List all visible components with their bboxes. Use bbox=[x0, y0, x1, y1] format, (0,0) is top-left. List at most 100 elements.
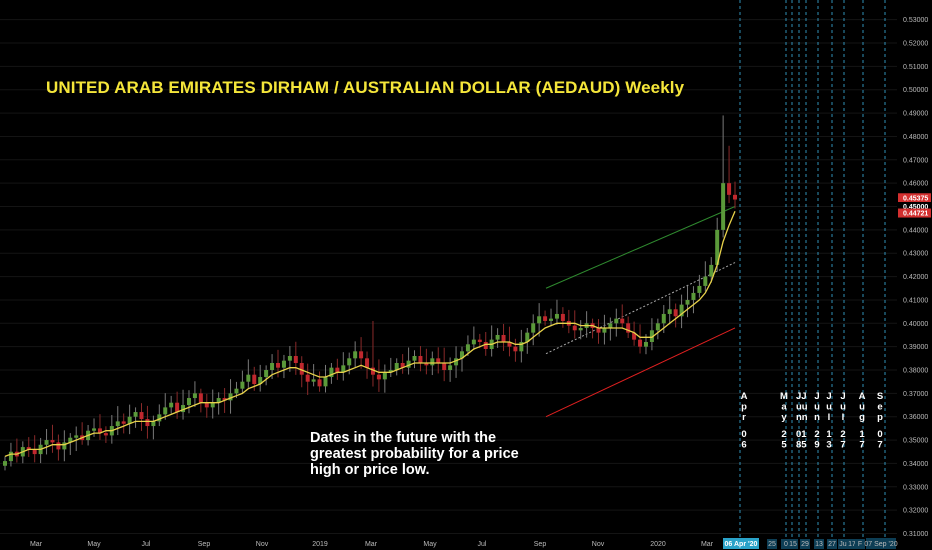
candle-down bbox=[560, 313, 565, 321]
candle-up bbox=[531, 323, 536, 333]
x-tick-label: Mar bbox=[30, 541, 43, 548]
future-date-month-char: e bbox=[877, 402, 882, 413]
candle-down bbox=[335, 367, 340, 373]
y-tick-label: 0.48000 bbox=[903, 134, 928, 141]
y-tick-label: 0.49000 bbox=[903, 111, 928, 118]
x-tick-label: Mar bbox=[365, 541, 378, 548]
price-badge bbox=[898, 193, 931, 203]
future-date-day-char: 2 bbox=[840, 429, 845, 440]
y-tick-label: 0.41000 bbox=[903, 297, 928, 304]
x-tick-label: Sep bbox=[534, 541, 547, 548]
future-date-day-char: 7 bbox=[840, 440, 845, 451]
future-axis-badge bbox=[838, 539, 848, 549]
y-tick-label: 0.36000 bbox=[903, 414, 928, 421]
candle-down bbox=[626, 323, 631, 333]
future-date-day-char: 7 bbox=[859, 440, 864, 451]
future-axis-label: 13 bbox=[815, 541, 823, 548]
future-date-day-char: 2 bbox=[814, 429, 819, 440]
future-date-month-char: nn bbox=[796, 412, 808, 423]
candle-down bbox=[317, 379, 322, 387]
candle-up bbox=[258, 377, 263, 385]
date-badge-label: 06 Apr '20 bbox=[725, 541, 758, 548]
lower-channel-line bbox=[545, 327, 736, 418]
future-date-day-char: 7 bbox=[877, 440, 882, 451]
candle-down bbox=[376, 374, 381, 380]
future-date-month-char: J bbox=[814, 391, 819, 402]
future-date-day-char: 01 bbox=[796, 429, 807, 440]
candle-up bbox=[270, 363, 275, 371]
candle-up bbox=[234, 388, 239, 394]
candle-up bbox=[655, 323, 660, 331]
y-tick-label: 0.38000 bbox=[903, 368, 928, 375]
candle-up bbox=[495, 334, 500, 340]
candle-down bbox=[50, 440, 55, 443]
candle-up bbox=[8, 451, 13, 462]
candle-up bbox=[715, 229, 720, 265]
future-axis-badge bbox=[814, 539, 824, 549]
candle-up bbox=[287, 355, 292, 361]
candle-up bbox=[549, 318, 554, 321]
candle-down bbox=[596, 327, 601, 333]
future-axis-badge bbox=[767, 539, 777, 549]
future-axis-label: 17 bbox=[848, 541, 856, 548]
candle-down bbox=[424, 363, 429, 366]
future-axis-label: 25 bbox=[768, 541, 776, 548]
candle-down bbox=[139, 412, 144, 420]
candle-down bbox=[483, 341, 488, 349]
candle-up bbox=[133, 412, 138, 417]
candle-up bbox=[614, 318, 619, 324]
candle-down bbox=[632, 332, 637, 340]
candle-down bbox=[204, 402, 209, 408]
candle-down bbox=[507, 341, 512, 347]
date-badge-label: 07 Sep '20 bbox=[864, 541, 897, 548]
candle-up bbox=[394, 363, 399, 371]
future-axis-label: 27 bbox=[828, 541, 836, 548]
candle-up bbox=[388, 370, 393, 373]
y-tick-label: 0.51000 bbox=[903, 64, 928, 71]
candle-down bbox=[727, 183, 732, 195]
candle-up bbox=[341, 365, 346, 373]
future-date-month-char: g bbox=[859, 412, 865, 423]
future-date-month-char: r bbox=[742, 412, 746, 423]
y-tick-label: 0.31000 bbox=[903, 531, 928, 538]
candle-up bbox=[329, 367, 334, 378]
candle-up bbox=[216, 398, 221, 403]
candle-down bbox=[733, 194, 737, 200]
future-date-month-char: J bbox=[840, 391, 845, 402]
candle-down bbox=[145, 419, 150, 427]
candle-down bbox=[513, 346, 518, 352]
price-badge-label: 0.45000 bbox=[903, 204, 928, 211]
future-date-month-char: n bbox=[814, 412, 820, 423]
future-date-day-char: 9 bbox=[814, 440, 819, 451]
candle-down bbox=[365, 358, 370, 368]
candle-up bbox=[44, 440, 49, 445]
future-date-month-char: a bbox=[781, 402, 787, 413]
candle-down bbox=[436, 358, 441, 364]
candle-up bbox=[163, 407, 168, 415]
future-date-month-char: u bbox=[826, 402, 832, 413]
candle-up bbox=[240, 381, 245, 389]
y-tick-label: 0.34000 bbox=[903, 461, 928, 468]
future-date-month-char: p bbox=[741, 402, 747, 413]
y-tick-label: 0.43000 bbox=[903, 251, 928, 258]
candle-up bbox=[554, 313, 559, 319]
candle-up bbox=[454, 358, 459, 366]
candle-down bbox=[175, 402, 180, 413]
candle-up bbox=[406, 360, 411, 368]
candle-down bbox=[222, 398, 227, 401]
future-axis-badge bbox=[855, 539, 865, 549]
candle-up bbox=[311, 379, 316, 382]
candle-up bbox=[62, 442, 67, 450]
candle-up bbox=[3, 461, 7, 466]
y-tick-label: 0.40000 bbox=[903, 321, 928, 328]
y-tick-label: 0.39000 bbox=[903, 344, 928, 351]
candle-down bbox=[572, 325, 577, 331]
price-badge bbox=[898, 202, 931, 212]
candle-down bbox=[97, 428, 102, 434]
candle-up bbox=[210, 402, 215, 408]
candle-up bbox=[181, 405, 186, 413]
x-tick-label: Nov bbox=[592, 541, 605, 548]
future-axis-label: 0 bbox=[784, 541, 788, 548]
candle-up bbox=[74, 435, 79, 438]
